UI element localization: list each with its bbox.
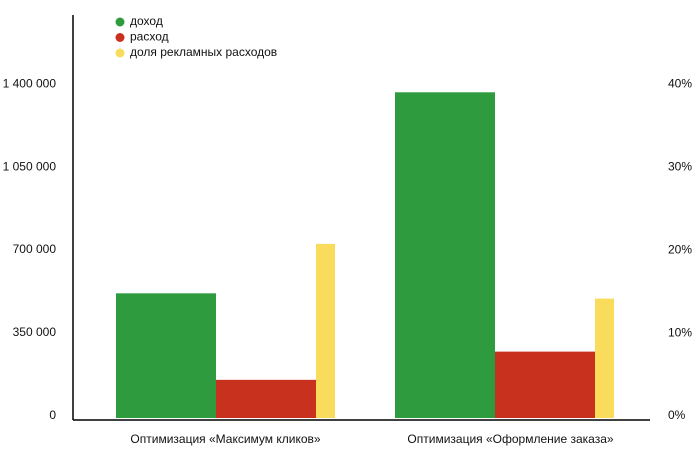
y2-tick-label: 0%	[668, 408, 686, 422]
legend-marker	[115, 17, 125, 27]
y-tick-label: 350 000	[13, 325, 57, 339]
bar	[216, 379, 316, 418]
bar	[316, 243, 335, 418]
legend-marker	[115, 33, 125, 42]
bar	[495, 351, 595, 418]
legend-label: доход	[130, 14, 163, 28]
x-tick-label: Оптимизация «Оформление заказа»	[407, 432, 613, 446]
bar	[595, 298, 614, 418]
y2-tick-label: 10%	[668, 325, 692, 339]
legend-label: расход	[130, 30, 169, 44]
y-tick-label: 0	[49, 408, 56, 422]
bar	[395, 92, 495, 418]
y2-tick-label: 20%	[668, 242, 692, 256]
y2-tick-label: 30%	[668, 159, 692, 173]
y-tick-label: 1 400 000	[3, 76, 57, 90]
bar	[116, 293, 216, 418]
y-tick-label: 700 000	[13, 242, 57, 256]
y2-tick-label: 40%	[668, 76, 692, 90]
y-tick-label: 1 050 000	[3, 159, 57, 173]
legend-marker	[115, 48, 125, 58]
legend-label: доля рекламных расходов	[130, 45, 277, 59]
x-tick-label: Оптимизация «Максимум кликов»	[130, 432, 320, 446]
